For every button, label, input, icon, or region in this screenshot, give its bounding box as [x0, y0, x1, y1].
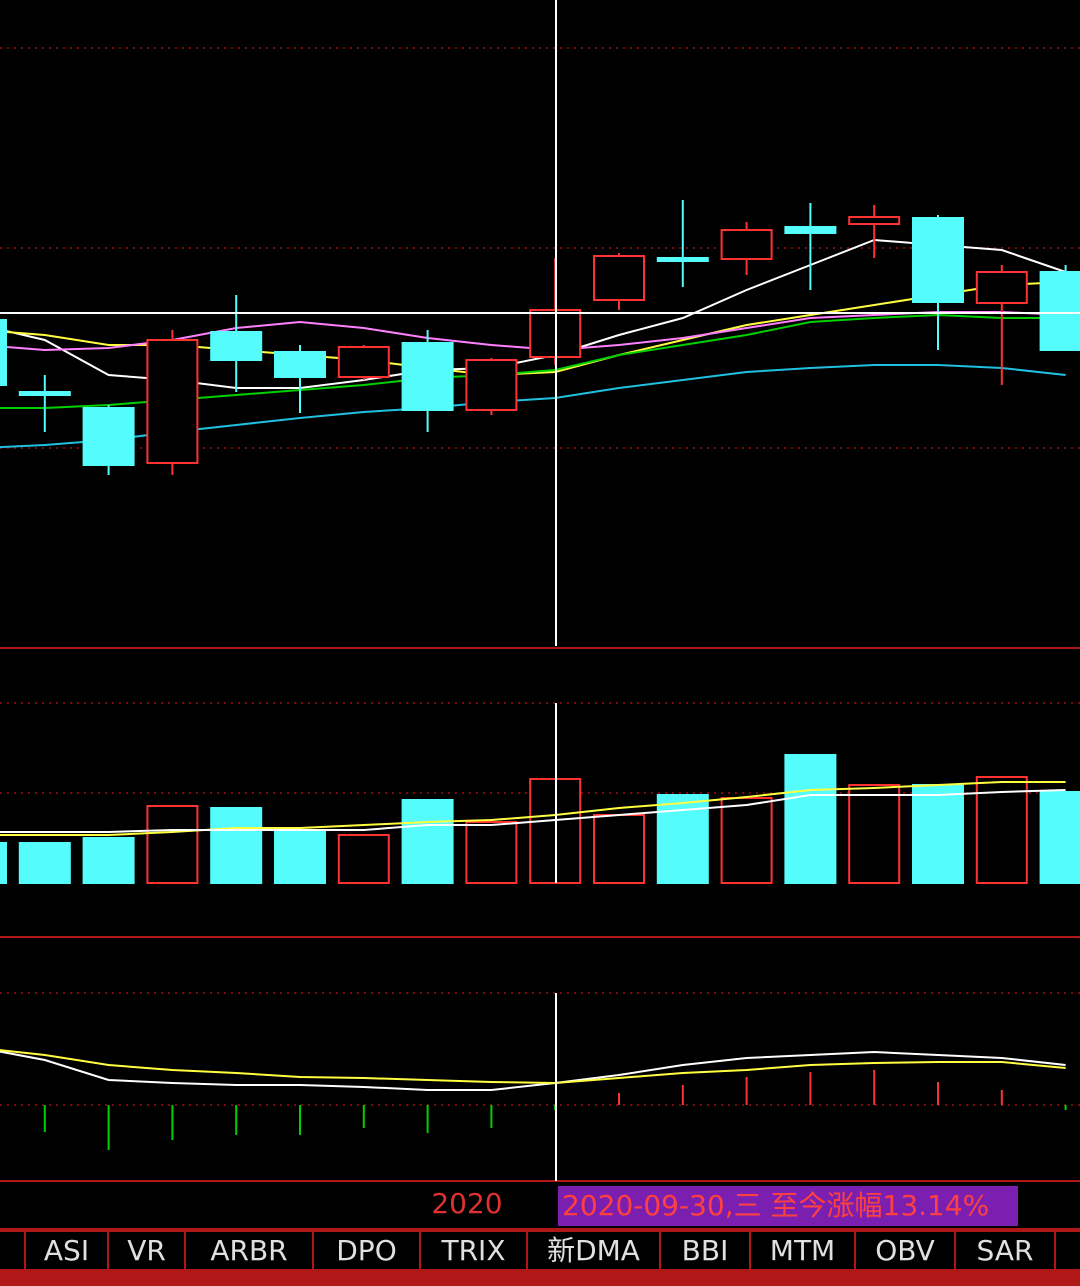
tab[interactable]: [312, 1230, 421, 1271]
candle-body: [465, 359, 518, 411]
volume-bar: [401, 799, 454, 884]
grid: [0, 47, 1080, 1182]
volume-bar: [210, 807, 263, 884]
tab-label[interactable]: ASI: [44, 1234, 89, 1267]
tab[interactable]: [184, 1230, 314, 1271]
ma-line: [0, 781, 1066, 836]
tab-label[interactable]: OBV: [875, 1234, 935, 1267]
info-box: [558, 1186, 1018, 1226]
candle-body: [1039, 271, 1080, 351]
tab[interactable]: [1054, 1230, 1080, 1271]
candle-body: [401, 342, 454, 411]
tab[interactable]: [526, 1230, 661, 1271]
volume-bar: [848, 784, 901, 884]
volume-bar: [1039, 791, 1080, 884]
crosshair: [0, 0, 1080, 1181]
tab[interactable]: [854, 1230, 956, 1271]
candle-body: [848, 216, 901, 225]
tab-label[interactable]: TRIX: [441, 1234, 506, 1267]
volume-bar: [0, 842, 7, 884]
tab-label[interactable]: DPO: [336, 1234, 396, 1267]
volume-bar: [337, 834, 390, 884]
volume-bar: [274, 829, 326, 884]
volume-bar: [82, 837, 135, 884]
candle-body: [720, 229, 773, 260]
candle-body: [210, 331, 263, 361]
candle-body: [975, 271, 1028, 304]
tab-label[interactable]: BBI: [682, 1234, 729, 1267]
candle-body: [337, 346, 390, 378]
candle-body: [274, 351, 326, 378]
candle-body: [146, 339, 199, 464]
candle-body: [784, 226, 837, 234]
tab-label[interactable]: SAR: [977, 1234, 1034, 1267]
bottom-bar: [0, 1270, 1080, 1286]
volume-bar: [912, 784, 964, 884]
volume-bar: [784, 754, 837, 884]
volume-bar: [18, 842, 71, 884]
volume-bar: [975, 776, 1028, 884]
info-text: 2020-09-30,三 至今涨幅13.14%: [562, 1189, 989, 1222]
tab[interactable]: [419, 1230, 528, 1271]
tab-label[interactable]: 新DMA: [547, 1234, 640, 1267]
tab-border: [0, 1228, 1080, 1230]
tab[interactable]: [954, 1230, 1056, 1271]
volume-bar: [593, 814, 645, 884]
tab-label[interactable]: ARBR: [210, 1234, 287, 1267]
candle-body: [82, 407, 135, 466]
year-label: 2020: [431, 1187, 502, 1220]
volume-bar: [720, 797, 773, 884]
tab-label[interactable]: MTM: [770, 1234, 835, 1267]
ma-line: [0, 1050, 1066, 1091]
tab[interactable]: [0, 1230, 26, 1271]
ma-line: [0, 789, 1066, 833]
tab[interactable]: [659, 1230, 751, 1271]
candle-body: [912, 217, 964, 303]
candle-body: [656, 257, 709, 262]
candle-body: [593, 255, 645, 301]
volume-bar: [146, 805, 199, 884]
tab-label[interactable]: VR: [127, 1234, 166, 1267]
volume-bar: [465, 821, 518, 884]
candle-body: [18, 391, 71, 396]
ma-line: [0, 1049, 1066, 1085]
candle-body: [0, 319, 7, 386]
